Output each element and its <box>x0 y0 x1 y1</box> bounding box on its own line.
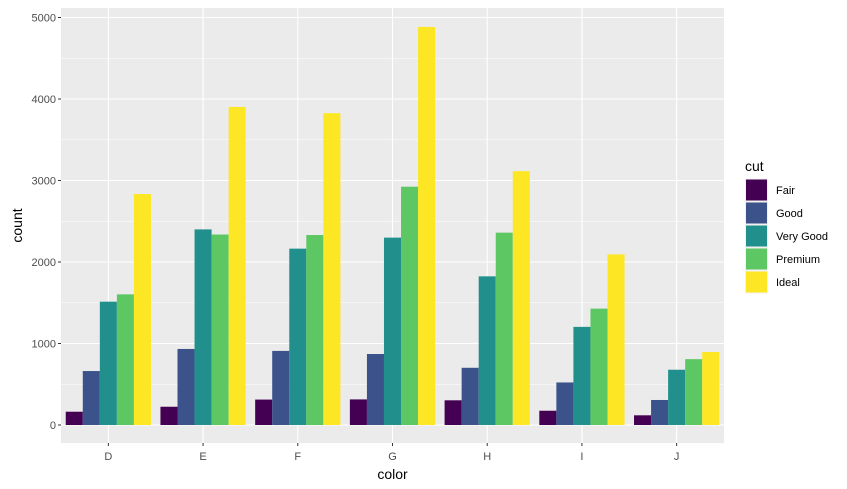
bar-I-very-good <box>573 326 591 425</box>
bar-E-premium <box>211 234 229 425</box>
x-tick-label: F <box>294 451 301 463</box>
y-tick-label: 2000 <box>32 257 56 269</box>
bar-H-premium <box>495 232 513 425</box>
bar-J-very-good <box>668 369 686 425</box>
bar-G-very-good <box>383 237 402 425</box>
legend-key-fair <box>746 179 767 201</box>
legend-label: Good <box>776 208 803 220</box>
legend-label: Very Good <box>776 231 828 243</box>
x-axis: D E F G H I J <box>104 443 679 463</box>
bar-G-ideal <box>418 26 436 425</box>
legend: cut Fair Good Very Good Premium Ideal <box>745 158 828 294</box>
legend-label: Premium <box>776 254 820 266</box>
bar-F-ideal <box>323 113 341 425</box>
bars <box>65 26 720 425</box>
legend-key-ideal <box>746 271 767 293</box>
bar-I-fair <box>539 410 557 425</box>
bar-I-premium <box>590 308 608 425</box>
bar-F-good <box>272 350 290 425</box>
bar-J-premium <box>685 359 703 425</box>
y-axis: 0 1000 2000 3000 4000 5000 <box>32 13 61 432</box>
bar-D-ideal <box>133 194 151 425</box>
x-tick-label: D <box>104 451 112 463</box>
x-axis-title: color <box>377 466 408 482</box>
x-tick-label: I <box>580 451 583 463</box>
bar-G-premium <box>401 186 419 425</box>
bar-E-fair <box>160 406 178 425</box>
bar-G-good <box>366 354 384 425</box>
x-tick-label: H <box>483 451 491 463</box>
bar-H-good <box>461 367 479 425</box>
bar-H-ideal <box>512 171 530 425</box>
y-tick-label: 4000 <box>32 94 56 106</box>
y-axis-title: count <box>9 208 25 242</box>
bar-J-ideal <box>702 351 720 425</box>
bar-H-very-good <box>478 276 496 425</box>
legend-title: cut <box>745 158 764 174</box>
bar-D-premium <box>116 294 134 425</box>
legend-key-very-good <box>746 225 767 247</box>
y-tick-label: 0 <box>50 420 56 432</box>
bar-H-fair <box>444 400 462 425</box>
x-tick-label: G <box>388 451 397 463</box>
bar-E-very-good <box>194 229 212 425</box>
y-tick-label: 5000 <box>32 13 56 25</box>
bar-E-ideal <box>228 106 246 425</box>
bar-D-fair <box>65 411 83 425</box>
y-tick-label: 1000 <box>32 339 56 351</box>
legend-key-premium <box>746 248 767 270</box>
legend-label: Fair <box>776 185 795 197</box>
bar-F-very-good <box>289 248 307 425</box>
bar-F-fair <box>255 399 273 425</box>
legend-key-good <box>746 202 767 224</box>
bar-I-good <box>556 382 574 425</box>
bar-D-good <box>82 371 100 425</box>
legend-label: Ideal <box>776 277 800 289</box>
bar-F-premium <box>306 235 324 425</box>
bar-J-good <box>651 399 669 425</box>
bar-D-very-good <box>99 301 117 425</box>
y-tick-label: 3000 <box>32 176 56 188</box>
bar-G-fair <box>349 399 367 425</box>
bar-J-fair <box>634 415 652 425</box>
x-tick-label: J <box>674 451 680 463</box>
bar-E-good <box>177 348 195 425</box>
x-tick-label: E <box>199 451 206 463</box>
bar-I-ideal <box>607 254 625 425</box>
